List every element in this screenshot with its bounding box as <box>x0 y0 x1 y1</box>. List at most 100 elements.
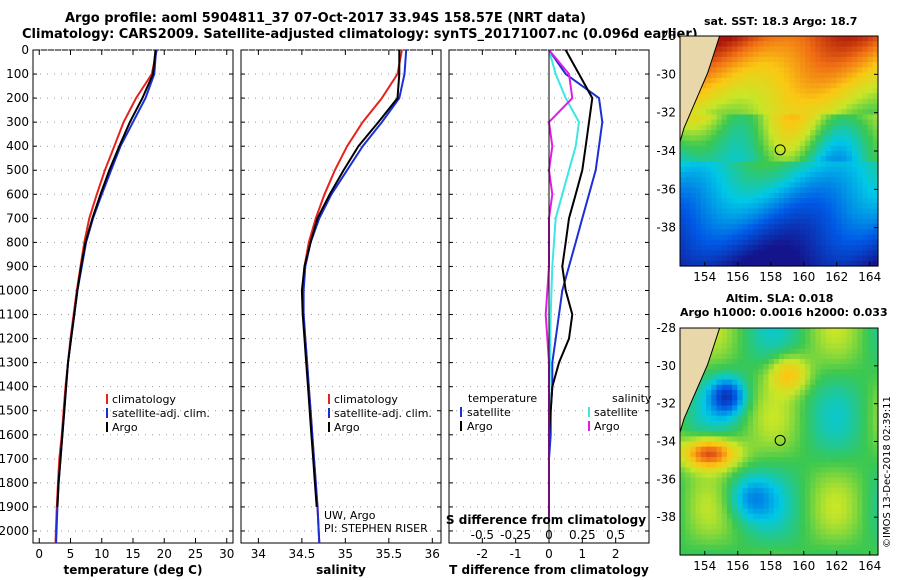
map-cell <box>810 462 817 468</box>
map-cell <box>872 260 879 267</box>
map-cell <box>851 224 858 231</box>
map-cell <box>685 498 692 505</box>
map-cell <box>810 239 817 246</box>
map-cell <box>685 161 692 168</box>
map-cell <box>784 255 791 262</box>
map-cell <box>752 431 759 437</box>
map-cell <box>742 187 749 194</box>
legend-label: satellite-adj. clim. <box>112 407 210 420</box>
x-tick-label: 158 <box>759 270 782 284</box>
map-cell <box>773 88 780 95</box>
map-cell <box>862 177 869 183</box>
map-cell <box>815 487 822 494</box>
map-cell <box>851 218 858 225</box>
map-cell <box>752 161 759 168</box>
y-tick-label: 1000 <box>0 283 29 297</box>
map-cell <box>825 472 832 479</box>
map-cell <box>841 338 848 345</box>
map-cell <box>680 472 686 479</box>
map-cell <box>836 213 843 220</box>
map-cell <box>763 182 770 189</box>
map-cell <box>831 441 837 448</box>
map-cell <box>763 508 770 515</box>
map-cell <box>763 56 770 63</box>
map-cell <box>867 166 874 173</box>
map-cell <box>825 431 832 437</box>
title-line1: Argo profile: aoml 5904811_37 07-Oct-201… <box>65 11 586 26</box>
map-cell <box>862 135 869 142</box>
map-cell <box>716 415 723 422</box>
map-cell <box>836 140 843 147</box>
map-cell <box>711 255 718 262</box>
map-cell <box>706 487 712 494</box>
map-cell <box>716 534 723 541</box>
map-cell <box>763 119 770 126</box>
map-cell <box>732 518 738 525</box>
map-cell <box>752 467 759 474</box>
map-cell <box>872 98 879 105</box>
map-cell <box>846 98 853 105</box>
map-cell <box>851 119 858 126</box>
map-cell <box>851 328 858 334</box>
map-cell <box>794 182 801 189</box>
map-cell <box>690 472 697 479</box>
y-tick-label: 1700 <box>0 452 29 466</box>
map-cell <box>820 467 827 474</box>
map-cell <box>706 441 712 448</box>
map-cell <box>789 62 796 68</box>
map-cell <box>805 46 811 53</box>
map-cell <box>700 213 707 220</box>
map-cell <box>831 72 837 79</box>
map-cell <box>763 103 770 110</box>
map-cell <box>763 415 770 422</box>
map-cell <box>752 400 759 406</box>
map-cell <box>867 415 874 422</box>
map-cell <box>820 369 827 376</box>
map-cell <box>867 135 874 142</box>
map-cell <box>831 83 837 89</box>
map-cell <box>747 472 754 479</box>
map-cell <box>841 477 848 484</box>
map-cell <box>768 156 775 163</box>
map-cell <box>836 93 843 100</box>
map-cell <box>794 62 801 68</box>
map-cell <box>789 114 796 121</box>
map-cell <box>747 436 754 443</box>
map-cell <box>867 482 874 489</box>
map-cell <box>815 260 822 267</box>
map-cell <box>742 161 749 168</box>
title-line2: Climatology: CARS2009. Satellite-adjuste… <box>22 27 698 42</box>
map-cell <box>742 103 749 110</box>
map-cell <box>841 255 848 262</box>
map-cell <box>706 151 712 157</box>
map-cell <box>867 198 874 204</box>
map-cell <box>841 410 848 417</box>
map-cell <box>716 130 723 136</box>
map-cell <box>784 456 791 463</box>
map-cell <box>752 36 759 42</box>
map-cell <box>820 513 827 520</box>
map-cell <box>706 203 712 210</box>
map-cell <box>742 83 749 89</box>
map-cell <box>758 369 764 376</box>
map-cell <box>726 151 733 157</box>
map-cell <box>857 467 863 474</box>
map-cell <box>825 446 832 453</box>
map-cell <box>820 503 827 510</box>
map-cell <box>747 328 754 334</box>
map-cell <box>815 539 822 546</box>
map-cell <box>846 114 853 121</box>
map-cell <box>742 482 749 489</box>
map-cell <box>716 62 723 68</box>
map-cell <box>726 98 733 105</box>
map-cell <box>726 114 733 121</box>
map-cell <box>857 348 863 355</box>
map-cell <box>721 171 728 178</box>
map-cell <box>862 145 869 152</box>
map-cell <box>773 508 780 515</box>
map-cell <box>799 218 806 225</box>
map-cell <box>825 549 832 556</box>
map-cell <box>872 250 879 257</box>
map-cell <box>805 493 811 499</box>
map-cell <box>695 498 702 505</box>
